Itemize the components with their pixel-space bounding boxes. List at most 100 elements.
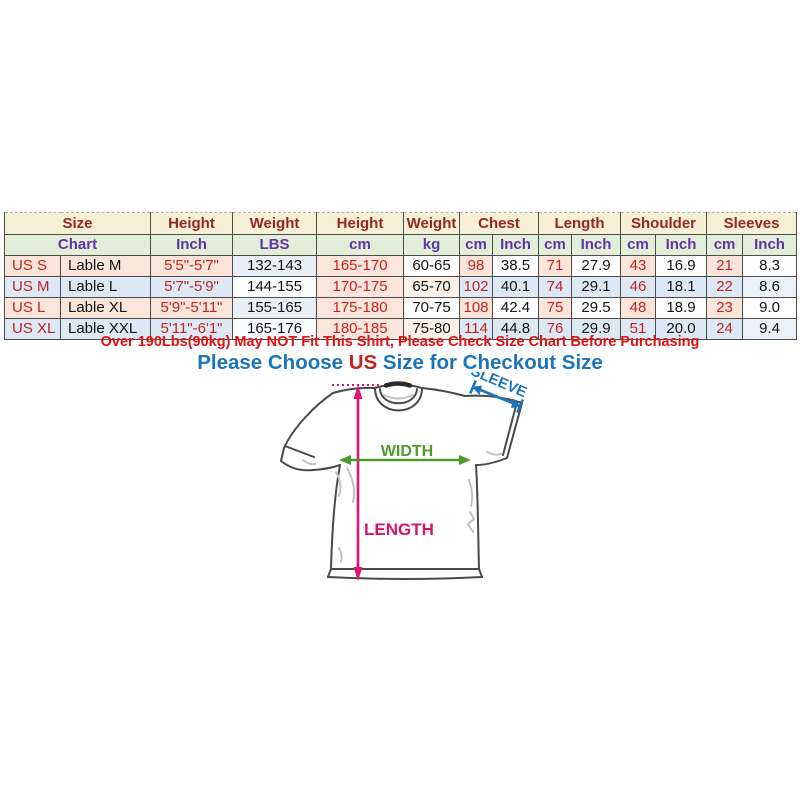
cell: 40.1 [492, 276, 540, 298]
cell: 18.9 [655, 297, 708, 319]
unit-cell: Inch [492, 234, 540, 256]
cell: 76 [538, 318, 573, 340]
cell: Lable XL [59, 297, 152, 319]
cell: 5'5"-5'7" [150, 255, 234, 277]
table-header-row-2: Chart Inch LBS cm kg cm Inch cm Inch cm … [3, 234, 798, 256]
cell: 70-75 [403, 297, 461, 319]
cell: 46 [620, 276, 657, 298]
tshirt-outline [280, 381, 523, 580]
collar-outer [374, 387, 423, 412]
cell: 155-165 [232, 297, 318, 319]
cell: 51 [620, 318, 657, 340]
table-header-row-1: Size Height Weight Height Weight Chest L… [3, 212, 798, 235]
cell: 170-175 [316, 276, 405, 298]
cell: 180-185 [316, 318, 405, 340]
tshirt-measurement-diagram: LENGTH WIDTH SLEEVE [280, 372, 529, 581]
table-row-us-xl: US XL Lable XXL 5'11"-6'1" 165-176 180-1… [4, 318, 798, 340]
unit-cell: Inch [571, 234, 622, 256]
sleeve-arrow: SLEEVE [468, 372, 529, 413]
header-height-inch: Height [150, 212, 234, 235]
cell: 23 [706, 297, 744, 319]
cell: 16.9 [655, 255, 708, 277]
cell: 108 [459, 297, 494, 319]
checkout-size-text: Please Choose US Size for Checkout Size [0, 351, 800, 375]
unit-cell: Inch [655, 234, 708, 256]
cell: 24 [706, 318, 744, 340]
cell: 27.9 [571, 255, 622, 277]
header-size: Size [3, 212, 152, 235]
table-row-us-m: US M Lable L 5'7"-5'9" 144-155 170-175 6… [4, 276, 798, 298]
width-arrow: WIDTH [339, 443, 471, 465]
cell: US XL [4, 318, 61, 340]
cell: 175-180 [316, 297, 405, 319]
header-chest: Chest [459, 212, 540, 235]
unit-cell: Inch [742, 234, 798, 256]
cell: 42.4 [492, 297, 540, 319]
cell: 48 [620, 297, 657, 319]
cell: 165-176 [232, 318, 318, 340]
header-weight-lbs: Weight [232, 212, 318, 235]
size-chart-table: Size Height Weight Height Weight Chest L… [3, 212, 798, 340]
cell: 75-80 [403, 318, 461, 340]
cell: 9.0 [742, 297, 798, 319]
length-label: LENGTH [364, 520, 434, 539]
cell: 144-155 [232, 276, 318, 298]
cell: Lable M [59, 255, 152, 277]
cell: 29.5 [571, 297, 622, 319]
header-length: Length [538, 212, 622, 235]
cell: 9.4 [742, 318, 798, 340]
cell: 60-65 [403, 255, 461, 277]
cell: 22 [706, 276, 744, 298]
cell: 5'11"-6'1" [150, 318, 234, 340]
header-sleeves: Sleeves [706, 212, 798, 235]
cell: 29.1 [571, 276, 622, 298]
cell: US L [4, 297, 61, 319]
cell: 98 [459, 255, 494, 277]
cell: 29.9 [571, 318, 622, 340]
length-arrow: LENGTH [332, 384, 434, 581]
cell: 8.3 [742, 255, 798, 277]
cell: 20.0 [655, 318, 708, 340]
cell: 132-143 [232, 255, 318, 277]
cell: US S [4, 255, 61, 277]
collar-back-band [383, 381, 413, 388]
unit-cell: LBS [232, 234, 318, 256]
cell: 5'9"-5'11" [150, 297, 234, 319]
cell: 38.5 [492, 255, 540, 277]
unit-cell: cm [706, 234, 744, 256]
weight-warning-text: Over 190Lbs(90kg) May NOT Fit This Shirt… [100, 334, 700, 350]
cell: 71 [538, 255, 573, 277]
header-chart: Chart [3, 234, 152, 256]
cell: 114 [459, 318, 494, 340]
unit-cell: cm [620, 234, 657, 256]
cell: 5'7"-5'9" [150, 276, 234, 298]
collar-inner [379, 388, 418, 405]
cell: 74 [538, 276, 573, 298]
checkout-size-prefix: Please Choose [197, 351, 349, 374]
cell: 44.8 [492, 318, 540, 340]
unit-cell: kg [403, 234, 461, 256]
checkout-size-us: US [348, 351, 378, 374]
cell: US M [4, 276, 61, 298]
cell: 165-170 [316, 255, 405, 277]
table-row-us-l: US L Lable XL 5'9"-5'11" 155-165 175-180… [4, 297, 798, 319]
unit-cell: cm [538, 234, 573, 256]
cell: 43 [620, 255, 657, 277]
unit-cell: cm [316, 234, 405, 256]
cell: 75 [538, 297, 573, 319]
cell: Lable XXL [59, 318, 152, 340]
cell: 65-70 [403, 276, 461, 298]
header-height-cm: Height [316, 212, 405, 235]
cell: 21 [706, 255, 744, 277]
table-row-us-s: US S Lable M 5'5"-5'7" 132-143 165-170 6… [4, 255, 798, 277]
unit-cell: Inch [150, 234, 234, 256]
cell: 8.6 [742, 276, 798, 298]
checkout-size-suffix: Size for Checkout Size [377, 351, 603, 374]
header-shoulder: Shoulder [620, 212, 708, 235]
unit-cell: cm [459, 234, 494, 256]
cell: Lable L [59, 276, 152, 298]
width-label: WIDTH [381, 443, 433, 460]
cell: 18.1 [655, 276, 708, 298]
header-weight-kg: Weight [403, 212, 461, 235]
